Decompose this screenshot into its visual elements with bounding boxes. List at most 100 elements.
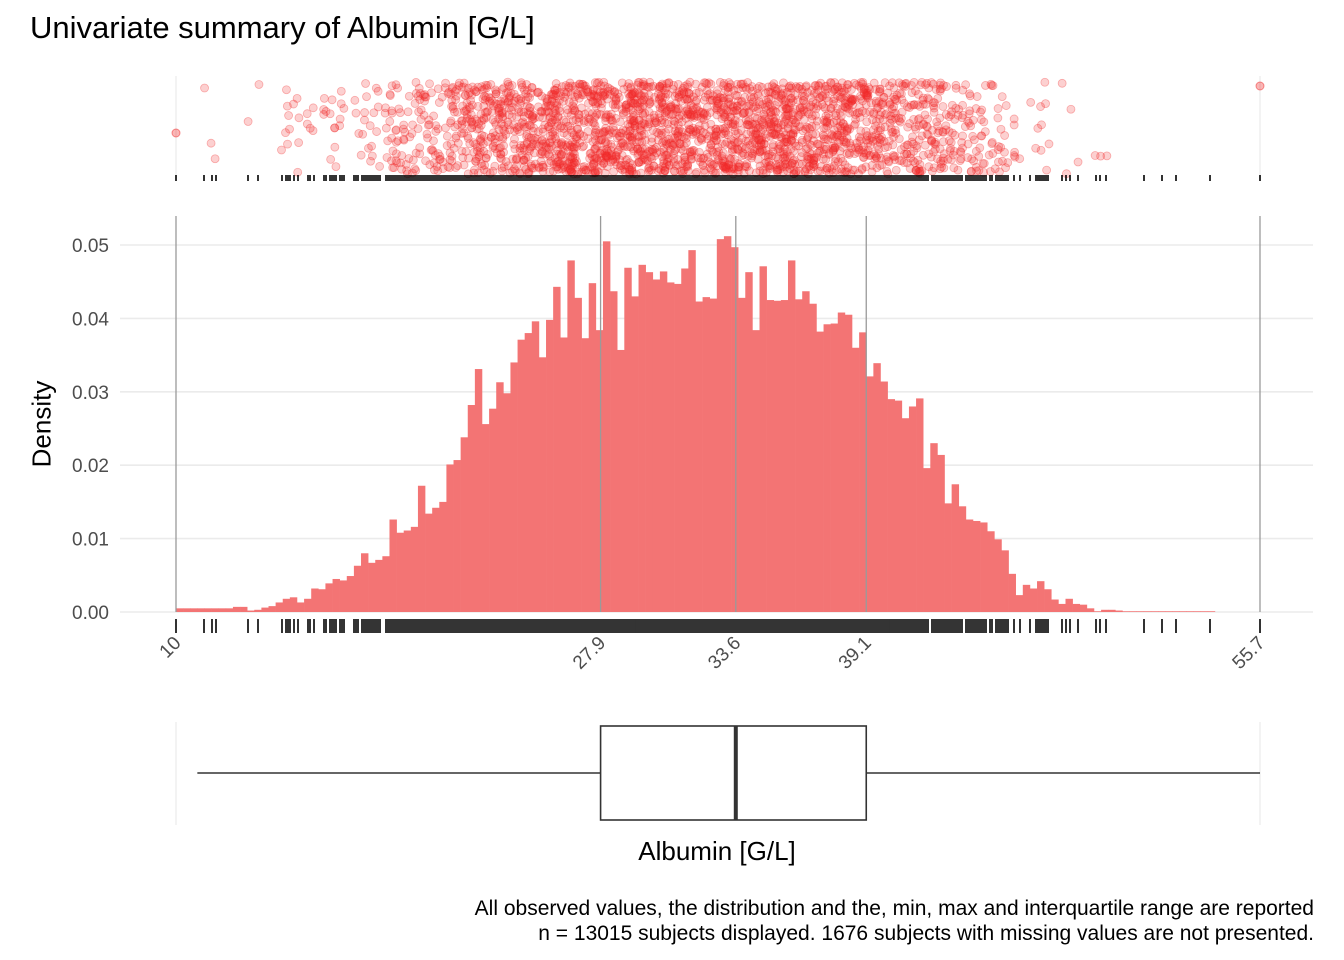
jitter-point [705, 108, 715, 117]
jitter-point [482, 107, 492, 117]
histogram-bar [304, 598, 312, 612]
jitter-point [486, 80, 496, 89]
jitter-point [972, 92, 982, 101]
jitter-point [874, 144, 884, 154]
jitter-point [839, 119, 849, 129]
jitter-point [459, 78, 469, 88]
jitter-points [171, 77, 1265, 179]
jitter-point [783, 147, 792, 157]
jitter-point [752, 106, 762, 116]
jitter-point [577, 167, 587, 177]
jitter-point [872, 153, 881, 163]
jitter-point [637, 131, 647, 140]
jitter-point [679, 87, 689, 97]
jitter-point [548, 115, 557, 125]
jitter-point [987, 139, 997, 149]
jitter-point [835, 135, 845, 145]
jitter-point [884, 156, 893, 166]
jitter-point [801, 82, 811, 92]
jitter-point [577, 79, 587, 89]
jitter-point [859, 87, 869, 97]
jitter-point [563, 138, 573, 148]
jitter-point [504, 110, 514, 120]
jitter-point [558, 156, 567, 165]
jitter-point [527, 163, 537, 173]
jitter-point [488, 115, 498, 125]
jitter-point [954, 104, 964, 114]
jitter-point [706, 159, 716, 169]
jitter-point [759, 139, 769, 149]
jitter-point [871, 151, 881, 161]
jitter-point [763, 87, 773, 97]
jitter-point [841, 138, 851, 148]
jitter-point [639, 153, 649, 163]
jitter-point [629, 87, 639, 97]
jitter-point [603, 147, 613, 156]
jitter-point [841, 137, 851, 147]
jitter-point [935, 164, 945, 174]
jitter-point [882, 152, 892, 162]
histogram-bar [332, 578, 340, 612]
jitter-point [558, 96, 568, 106]
jitter-point [496, 154, 506, 164]
histogram-bar [410, 526, 419, 612]
jitter-point [640, 120, 650, 129]
jitter-point [718, 154, 727, 164]
jitter-point [831, 84, 840, 94]
jitter-point [206, 138, 216, 148]
jitter-point [697, 82, 707, 92]
jitter-point [726, 80, 736, 89]
jitter-point [711, 124, 721, 134]
jitter-point [497, 107, 507, 116]
jitter-point [552, 162, 561, 172]
jitter-point [540, 107, 550, 117]
jitter-point [388, 146, 398, 156]
jitter-point [460, 90, 470, 100]
jitter-point [811, 129, 821, 139]
jitter-point [481, 80, 491, 90]
jitter-point [706, 79, 716, 89]
jitter-point [723, 116, 733, 126]
jitter-point [833, 122, 843, 132]
x-tick-label: 27.9 [569, 633, 610, 674]
jitter-point [555, 95, 564, 105]
jitter-point [451, 95, 461, 105]
jitter-point [408, 120, 418, 130]
jitter-point [358, 129, 368, 139]
jitter-point [867, 132, 877, 142]
jitter-point [850, 119, 860, 129]
histogram-bar [197, 608, 205, 612]
jitter-point [832, 165, 841, 175]
histogram-bar [481, 424, 490, 612]
jitter-point [850, 165, 859, 175]
jitter-point [522, 131, 531, 141]
jitter-point [557, 139, 567, 149]
jitter-point [798, 88, 808, 97]
histogram-bar [446, 464, 454, 612]
jitter-point [756, 138, 766, 148]
histogram-bar [1029, 588, 1038, 612]
jitter-point [786, 135, 796, 144]
jitter-point [728, 122, 738, 131]
jitter-point [561, 117, 571, 127]
jitter-point [364, 143, 373, 153]
jitter-point [918, 95, 928, 105]
jitter-point [415, 89, 425, 98]
jitter-point [597, 103, 606, 113]
jitter-point [865, 107, 875, 117]
jitter-point [771, 84, 780, 93]
jitter-point [589, 85, 598, 95]
jitter-point [712, 96, 722, 106]
jitter-point [923, 114, 932, 124]
jitter-point [626, 98, 636, 108]
jitter-point [730, 155, 740, 164]
jitter-point [910, 158, 920, 168]
jitter-point [754, 141, 764, 151]
jitter-point [571, 115, 581, 125]
jitter-point [437, 92, 447, 102]
jitter-point [1001, 101, 1011, 110]
jitter-point [677, 127, 687, 137]
histogram-bar [595, 330, 604, 612]
jitter-point [684, 120, 693, 130]
jitter-point [443, 162, 453, 172]
